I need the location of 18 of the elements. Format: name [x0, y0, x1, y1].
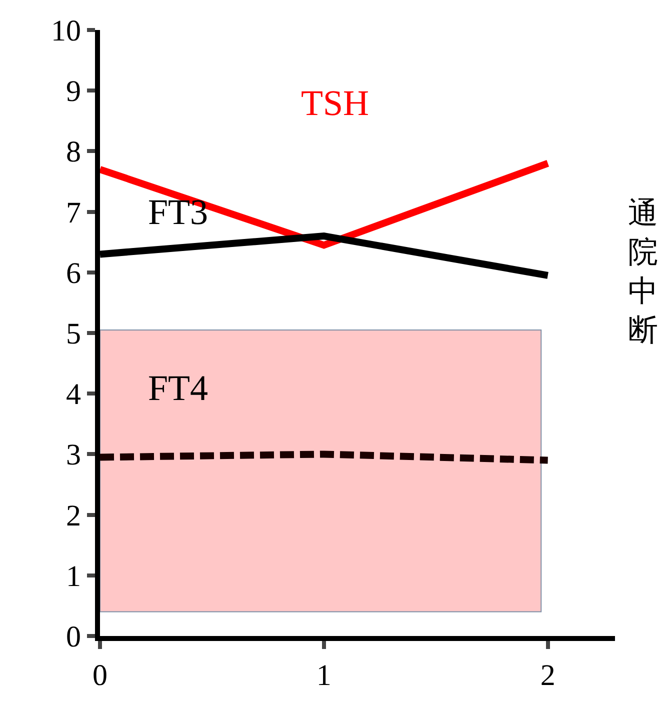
- x-tick-label: 2: [540, 659, 556, 692]
- y-tick-label: 7: [66, 196, 81, 230]
- x-tick-label: 0: [92, 659, 108, 692]
- y-tick-label: 3: [66, 438, 81, 472]
- y-tick-label: 4: [66, 378, 81, 412]
- y-tick-label: 8: [66, 136, 81, 169]
- y-tick-label: 5: [66, 318, 81, 350]
- y-tick-label: 2: [66, 499, 81, 532]
- y-tick-label: 1: [66, 560, 81, 593]
- y-tick-label: 10: [51, 14, 81, 48]
- x-tick-label: 1: [316, 659, 332, 692]
- y-tick-label: 9: [66, 75, 81, 108]
- text: 通院中断: [628, 196, 658, 348]
- series-label: FT3: [148, 192, 208, 232]
- y-tick-label: 6: [66, 256, 81, 290]
- text: TSH: [301, 83, 370, 123]
- y-tick-label: 0: [66, 620, 81, 654]
- series-label: FT4: [148, 368, 208, 408]
